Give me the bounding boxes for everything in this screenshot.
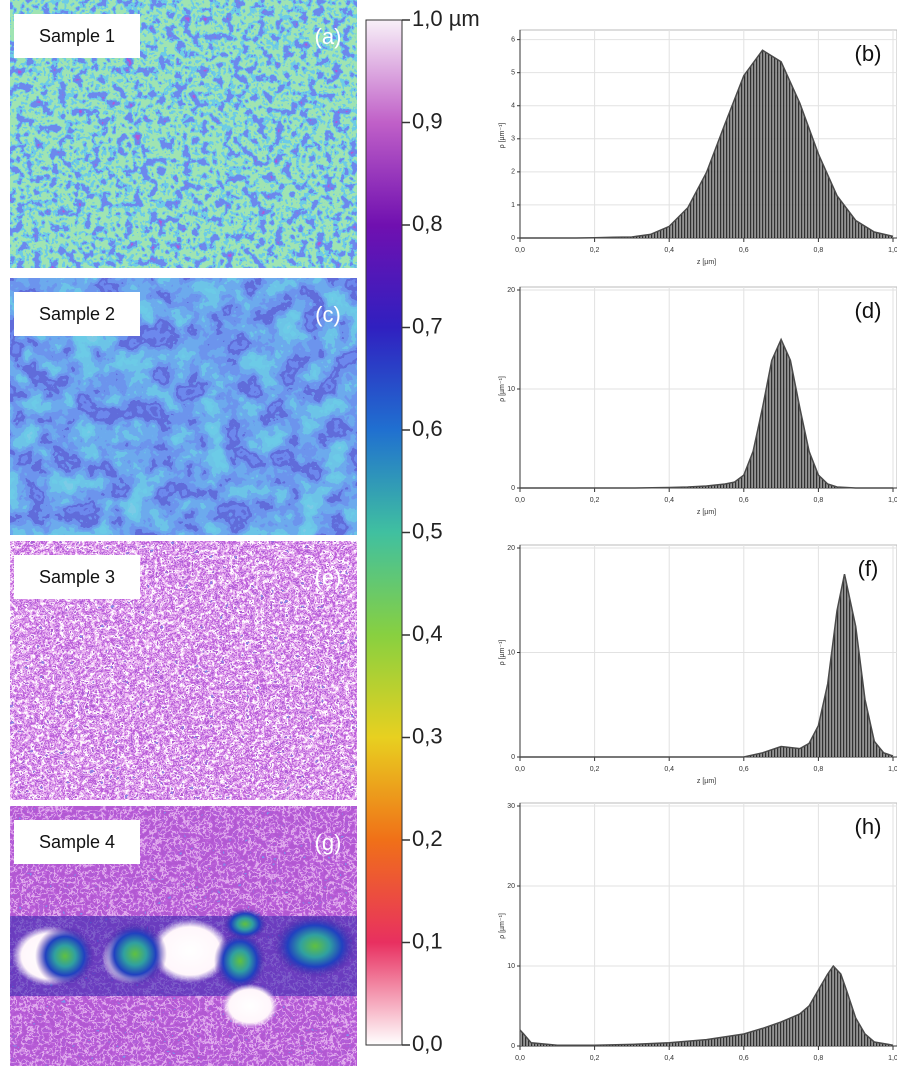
colorbar-tick-label: 0,8 [412, 211, 443, 236]
density-area [520, 966, 893, 1046]
density-line [520, 573, 894, 758]
defect-blob [103, 922, 167, 986]
panel-tag: (d) [855, 298, 882, 323]
x-tick-label: 0,6 [739, 497, 749, 504]
y-tick-label: 20 [507, 287, 515, 294]
x-tick-label: 0,8 [814, 766, 824, 773]
y-tick-label: 0 [511, 1043, 515, 1050]
colorbar-tick-label: 0,4 [412, 621, 443, 646]
y-axis-label: ρ [µm⁻¹] [499, 640, 506, 666]
x-tick-label: 0,4 [664, 247, 674, 254]
density-area [520, 574, 893, 757]
x-tick-label: 0,8 [814, 1055, 824, 1062]
sample-label: Sample 3 [39, 567, 115, 587]
sample-label: Sample 2 [39, 304, 115, 324]
y-tick-label: 4 [511, 103, 515, 110]
defect-blob [214, 931, 266, 991]
x-tick-label: 0,6 [739, 1055, 749, 1062]
x-tick-label: 0,2 [590, 766, 600, 773]
density-area [520, 339, 893, 488]
x-axis-label: z [µm] [697, 778, 716, 785]
colorbar-tick-label: 0,7 [412, 313, 443, 338]
y-tick-label: 10 [507, 649, 515, 656]
plot-area [519, 286, 897, 489]
x-tick-label: 0,2 [590, 247, 600, 254]
density-line [519, 964, 894, 1046]
x-tick-label: 0,0 [515, 766, 525, 773]
x-tick-label: 0,6 [739, 247, 749, 254]
x-tick-label: 0,0 [515, 497, 525, 504]
colorbar-tick-label: 0,2 [412, 826, 443, 851]
x-tick-label: 0,2 [590, 497, 600, 504]
panel-tag: (g) [315, 830, 342, 855]
x-tick-label: 1,0 [888, 1055, 897, 1062]
x-tick-label: 0,2 [590, 1055, 600, 1062]
y-tick-label: 0 [511, 485, 515, 492]
sample-label-box [14, 292, 140, 336]
y-tick-label: 30 [507, 803, 515, 810]
y-axis-label: ρ [µm⁻¹] [499, 376, 506, 402]
x-tick-label: 0,0 [515, 247, 525, 254]
sample-label-box [14, 14, 140, 58]
density-area [520, 50, 893, 239]
x-tick-label: 0,0 [515, 1055, 525, 1062]
y-tick-label: 20 [507, 883, 515, 890]
sample-label: Sample 4 [39, 832, 115, 852]
x-tick-label: 0,4 [664, 497, 674, 504]
colorbar [365, 19, 403, 1046]
sample-label: Sample 1 [39, 26, 115, 46]
figure-content: Sample 1 (a) Sample 2 (c) Sample 3 (e) Sample … [10, 0, 897, 1066]
defect-blob [273, 914, 357, 978]
x-tick-label: 0,8 [814, 247, 824, 254]
density-line [520, 49, 894, 239]
density-line [520, 337, 893, 489]
defect-hole [222, 984, 278, 1028]
defect-blob [35, 926, 95, 986]
colorbar-tick-label: 0,5 [412, 518, 443, 543]
panel-tag: (e) [315, 565, 342, 590]
y-axis-label: ρ [µm⁻¹] [499, 123, 506, 149]
sample-label-box [14, 820, 140, 864]
colorbar-tick-label: 0,9 [412, 108, 443, 133]
y-tick-label: 10 [507, 386, 515, 393]
x-tick-label: 1,0 [888, 247, 897, 254]
y-axis-label: ρ [µm⁻¹] [499, 913, 506, 939]
x-tick-label: 0,4 [664, 766, 674, 773]
colorbar-tick-label: 0,0 [412, 1031, 443, 1056]
x-tick-label: 0,6 [739, 766, 749, 773]
panel-tag: (h) [855, 814, 882, 839]
sample-label-box [14, 555, 140, 599]
x-tick-label: 0,8 [814, 497, 824, 504]
y-tick-label: 10 [507, 963, 515, 970]
y-tick-label: 0 [511, 235, 515, 242]
colorbar-tick-label: 1,0 µm [412, 6, 480, 31]
colorbar-tick-label: 0,6 [412, 416, 443, 441]
x-tick-label: 1,0 [888, 497, 897, 504]
y-tick-label: 0 [511, 754, 515, 761]
x-tick-label: 0,4 [664, 1055, 674, 1062]
colorbar-tick-label: 0,1 [412, 928, 443, 953]
y-tick-label: 3 [511, 136, 515, 143]
panel-tag: (c) [315, 302, 341, 327]
y-tick-label: 6 [511, 36, 515, 43]
defect-blob [223, 908, 267, 940]
y-tick-label: 20 [507, 545, 515, 552]
panel-tag: (b) [855, 41, 882, 66]
x-axis-label: z [µm] [697, 259, 716, 266]
y-tick-label: 2 [511, 169, 515, 176]
x-tick-label: 1,0 [888, 766, 897, 773]
panel-tag: (f) [858, 556, 879, 581]
colorbar-tick-label: 0,3 [412, 723, 443, 748]
panel-tag: (a) [315, 24, 342, 49]
y-tick-label: 5 [511, 70, 515, 77]
defect-hole [150, 919, 230, 983]
y-tick-label: 1 [511, 202, 515, 209]
x-axis-label: z [µm] [697, 509, 716, 516]
